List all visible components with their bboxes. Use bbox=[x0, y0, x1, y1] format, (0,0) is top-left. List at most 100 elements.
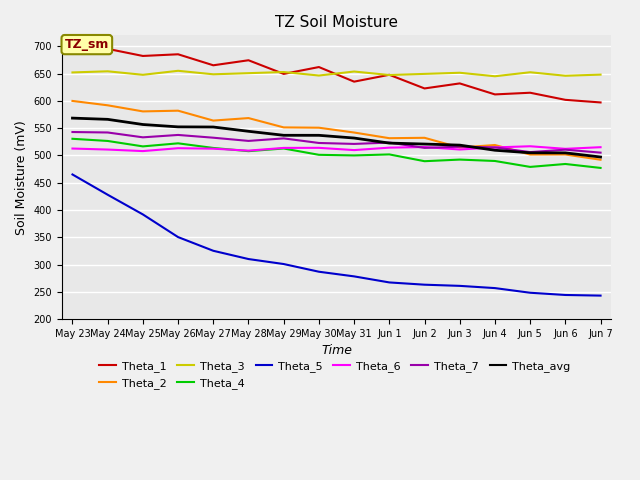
Theta_2 bbox=[561, 152, 569, 157]
Theta_avg bbox=[174, 124, 182, 130]
Theta_6 bbox=[174, 145, 182, 151]
Theta_7 bbox=[561, 147, 569, 153]
Theta_2 bbox=[68, 98, 76, 104]
Theta_5 bbox=[420, 282, 428, 288]
Theta_avg bbox=[420, 141, 428, 147]
Theta_1 bbox=[244, 58, 252, 63]
Theta_3 bbox=[420, 71, 428, 77]
Theta_1 bbox=[68, 43, 76, 49]
Theta_avg bbox=[561, 150, 569, 156]
Theta_6 bbox=[596, 144, 604, 150]
Theta_4 bbox=[315, 152, 323, 158]
Theta_1 bbox=[385, 72, 393, 78]
Line: Theta_2: Theta_2 bbox=[72, 101, 600, 160]
Theta_3 bbox=[280, 69, 287, 75]
Theta_1 bbox=[209, 62, 217, 68]
Theta_2 bbox=[526, 152, 534, 157]
Theta_2 bbox=[456, 144, 463, 150]
Theta_avg bbox=[596, 154, 604, 160]
Theta_1 bbox=[420, 85, 428, 91]
Theta_1 bbox=[350, 79, 358, 84]
Theta_2 bbox=[350, 130, 358, 135]
Title: TZ Soil Moisture: TZ Soil Moisture bbox=[275, 15, 398, 30]
Theta_4 bbox=[68, 136, 76, 142]
Theta_2 bbox=[139, 108, 147, 114]
Line: Theta_5: Theta_5 bbox=[72, 174, 600, 296]
Theta_2 bbox=[491, 142, 499, 148]
Theta_avg bbox=[350, 135, 358, 141]
Theta_6 bbox=[561, 146, 569, 152]
Theta_4 bbox=[139, 144, 147, 149]
Theta_3 bbox=[209, 72, 217, 77]
Theta_4 bbox=[104, 138, 111, 144]
Theta_avg bbox=[209, 124, 217, 130]
Theta_7 bbox=[104, 130, 111, 135]
Theta_1 bbox=[315, 64, 323, 70]
Theta_3 bbox=[596, 72, 604, 77]
Theta_7 bbox=[456, 144, 463, 150]
Theta_avg bbox=[280, 132, 287, 138]
Theta_3 bbox=[139, 72, 147, 78]
Line: Theta_4: Theta_4 bbox=[72, 139, 600, 168]
Theta_avg bbox=[456, 142, 463, 148]
X-axis label: Time: Time bbox=[321, 344, 352, 357]
Theta_6 bbox=[526, 144, 534, 149]
Line: Theta_1: Theta_1 bbox=[72, 46, 600, 102]
Theta_7 bbox=[491, 144, 499, 150]
Theta_7 bbox=[174, 132, 182, 138]
Theta_5 bbox=[315, 269, 323, 275]
Theta_4 bbox=[456, 156, 463, 162]
Theta_5 bbox=[456, 283, 463, 289]
Theta_7 bbox=[280, 135, 287, 141]
Theta_5 bbox=[104, 192, 111, 198]
Theta_5 bbox=[209, 248, 217, 253]
Theta_avg bbox=[244, 129, 252, 134]
Theta_7 bbox=[385, 140, 393, 145]
Theta_7 bbox=[315, 140, 323, 146]
Text: TZ_sm: TZ_sm bbox=[65, 38, 109, 51]
Theta_1 bbox=[174, 51, 182, 57]
Theta_avg bbox=[315, 132, 323, 138]
Theta_4 bbox=[596, 165, 604, 171]
Theta_3 bbox=[104, 69, 111, 74]
Theta_6 bbox=[315, 145, 323, 151]
Theta_7 bbox=[350, 141, 358, 147]
Theta_3 bbox=[526, 70, 534, 75]
Theta_5 bbox=[491, 285, 499, 291]
Theta_avg bbox=[385, 140, 393, 146]
Theta_7 bbox=[68, 129, 76, 135]
Theta_6 bbox=[491, 144, 499, 150]
Theta_2 bbox=[385, 135, 393, 141]
Theta_6 bbox=[280, 145, 287, 151]
Theta_1 bbox=[456, 81, 463, 86]
Theta_5 bbox=[350, 274, 358, 279]
Line: Theta_6: Theta_6 bbox=[72, 146, 600, 151]
Theta_2 bbox=[315, 125, 323, 131]
Theta_4 bbox=[280, 145, 287, 151]
Theta_5 bbox=[68, 171, 76, 177]
Theta_avg bbox=[68, 115, 76, 121]
Theta_2 bbox=[244, 115, 252, 121]
Theta_6 bbox=[209, 146, 217, 152]
Theta_4 bbox=[244, 148, 252, 154]
Theta_5 bbox=[385, 279, 393, 285]
Theta_6 bbox=[244, 148, 252, 154]
Theta_avg bbox=[104, 117, 111, 122]
Theta_3 bbox=[350, 69, 358, 74]
Theta_5 bbox=[596, 293, 604, 299]
Theta_5 bbox=[280, 261, 287, 267]
Theta_7 bbox=[526, 149, 534, 155]
Theta_1 bbox=[139, 53, 147, 59]
Theta_4 bbox=[526, 164, 534, 170]
Theta_5 bbox=[526, 290, 534, 296]
Theta_5 bbox=[561, 292, 569, 298]
Theta_6 bbox=[104, 147, 111, 153]
Theta_avg bbox=[491, 147, 499, 153]
Theta_3 bbox=[561, 73, 569, 79]
Theta_1 bbox=[526, 90, 534, 96]
Theta_6 bbox=[139, 148, 147, 154]
Theta_6 bbox=[350, 147, 358, 153]
Theta_6 bbox=[68, 145, 76, 151]
Theta_2 bbox=[420, 135, 428, 141]
Theta_4 bbox=[350, 153, 358, 158]
